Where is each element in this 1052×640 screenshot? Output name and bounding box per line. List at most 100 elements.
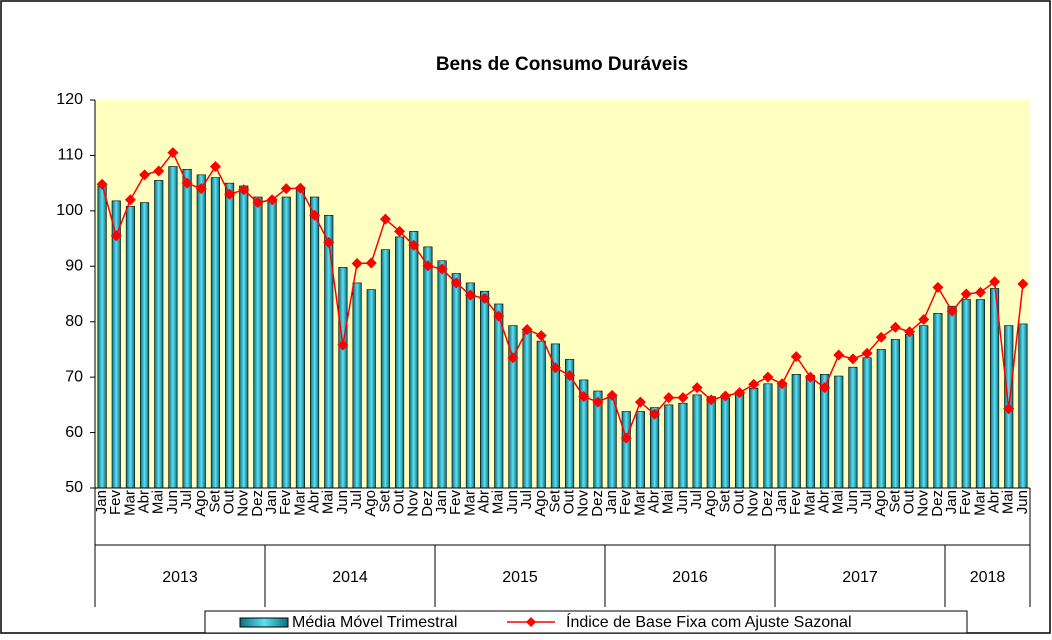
x-tick-label: Fev	[107, 490, 124, 516]
plot-area	[95, 100, 1030, 488]
bar	[692, 394, 702, 489]
bar	[451, 273, 461, 489]
x-tick-label: Out	[901, 489, 918, 514]
marker	[1017, 278, 1029, 290]
bar	[168, 166, 178, 489]
marker	[266, 194, 278, 206]
bar	[225, 182, 235, 489]
bar	[990, 288, 1000, 489]
marker	[861, 347, 873, 359]
marker	[280, 183, 292, 195]
y-tick-label: 50	[65, 479, 83, 496]
marker	[507, 352, 519, 364]
x-tick-label: Mai	[150, 490, 167, 514]
year-label: 2018	[970, 569, 1006, 586]
x-tick-label: Jun	[1014, 490, 1031, 514]
x-tick-label: Abr	[986, 490, 1003, 513]
bar	[876, 349, 886, 489]
marker	[734, 387, 746, 399]
marker	[606, 389, 618, 401]
marker	[167, 147, 179, 159]
bar	[735, 393, 745, 489]
marker	[762, 371, 774, 383]
year-label: 2017	[842, 569, 878, 586]
bar	[465, 282, 475, 489]
bar	[635, 411, 645, 489]
marker	[521, 323, 533, 335]
marker	[748, 378, 760, 390]
x-tick-label: Mar	[971, 490, 988, 516]
x-tick-label: Ago	[532, 490, 549, 517]
marker	[564, 369, 576, 381]
marker	[408, 239, 420, 251]
marker	[153, 165, 165, 177]
bar	[380, 249, 390, 489]
year-label: 2015	[502, 569, 538, 586]
x-tick-label: Mar	[291, 490, 308, 516]
marker	[294, 182, 306, 194]
bar	[140, 202, 150, 489]
x-tick-label: Mar	[801, 490, 818, 516]
marker	[974, 286, 986, 298]
bar	[239, 185, 249, 489]
bar	[933, 313, 943, 489]
x-tick-label: Nov	[745, 490, 762, 517]
marker	[450, 277, 462, 289]
marker	[110, 230, 122, 242]
x-tick-label: Set	[886, 489, 903, 512]
bar	[366, 289, 376, 489]
x-tick-label: Set	[716, 489, 733, 512]
y-tick-label: 100	[56, 202, 83, 219]
x-tick-label: Dez	[249, 490, 266, 517]
x-tick-label: Mai	[320, 490, 337, 514]
x-tick-label: Fev	[617, 490, 634, 516]
x-tick-label: Fev	[957, 490, 974, 516]
x-tick-label: Dez	[589, 490, 606, 517]
x-tick-label: Out	[391, 489, 408, 514]
marker	[365, 257, 377, 269]
marker	[238, 184, 250, 196]
x-tick-label: Mar	[121, 490, 138, 516]
bar	[919, 325, 929, 489]
bar	[621, 411, 631, 489]
bar	[182, 168, 192, 489]
x-tick-label: Out	[561, 489, 578, 514]
year-label: 2016	[672, 569, 708, 586]
x-tick-label: Set	[206, 489, 223, 512]
bar	[210, 177, 220, 489]
x-tick-label: Jul	[178, 490, 195, 509]
marker	[422, 260, 434, 272]
bar	[281, 196, 291, 489]
x-tick-label: Dez	[759, 490, 776, 517]
y-tick-label: 70	[65, 368, 83, 385]
bar	[777, 382, 787, 489]
bar	[975, 299, 985, 489]
legend-label: Índice de Base Fixa com Ajuste Sazonal	[566, 612, 852, 631]
year-label: 2014	[332, 569, 368, 586]
x-tick-label: Abr	[306, 490, 323, 513]
legend-box	[204, 610, 968, 634]
marker	[578, 391, 590, 403]
marker	[252, 197, 264, 209]
y-tick-label: 60	[65, 424, 83, 441]
bar	[763, 383, 773, 489]
marker	[847, 353, 859, 365]
x-tick-label: Nov	[235, 490, 252, 517]
y-tick-label: 90	[65, 258, 83, 275]
x-tick-label: Out	[221, 489, 238, 514]
marker	[535, 330, 547, 342]
bar	[961, 299, 971, 489]
marker	[549, 362, 561, 374]
x-tick-label: Dez	[419, 490, 436, 517]
marker	[620, 432, 632, 444]
marker	[493, 310, 505, 322]
bar	[664, 404, 674, 489]
x-tick-label: Nov	[915, 490, 932, 517]
x-tick-label: Mar	[461, 490, 478, 516]
bar	[720, 397, 730, 489]
x-tick-label: Set	[376, 489, 393, 512]
marker	[436, 263, 448, 275]
marker	[960, 288, 972, 300]
x-tick-label: Fev	[447, 490, 464, 516]
marker	[649, 408, 661, 420]
